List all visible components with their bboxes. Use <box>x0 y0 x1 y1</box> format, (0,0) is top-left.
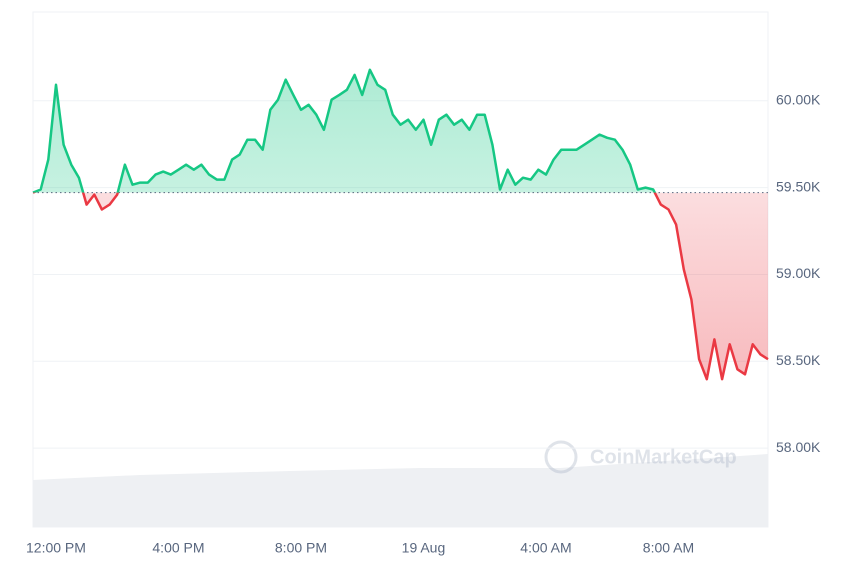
watermark: CoinMarketCap <box>544 440 737 474</box>
price-line-down <box>33 192 769 381</box>
x-tick-label: 12:00 PM <box>26 540 86 556</box>
y-tick-label: 59.50K <box>776 178 821 194</box>
price-line-up <box>32 68 657 193</box>
y-tick-label: 60.00K <box>776 91 821 107</box>
y-tick-label: 58.50K <box>776 352 821 368</box>
watermark-logo <box>544 440 578 474</box>
x-tick-label: 4:00 AM <box>520 540 571 556</box>
x-tick-label: 4:00 PM <box>152 540 204 556</box>
area-down <box>33 192 768 380</box>
x-tick-label: 8:00 PM <box>275 540 327 556</box>
x-tick-label: 8:00 AM <box>643 540 694 556</box>
y-tick-label: 58.00K <box>776 439 821 455</box>
volume-area <box>33 454 768 527</box>
y-tick-label: 59.00K <box>776 265 821 281</box>
watermark-text: CoinMarketCap <box>590 446 737 468</box>
x-tick-label: 19 Aug <box>402 540 446 556</box>
area-up <box>33 69 655 193</box>
